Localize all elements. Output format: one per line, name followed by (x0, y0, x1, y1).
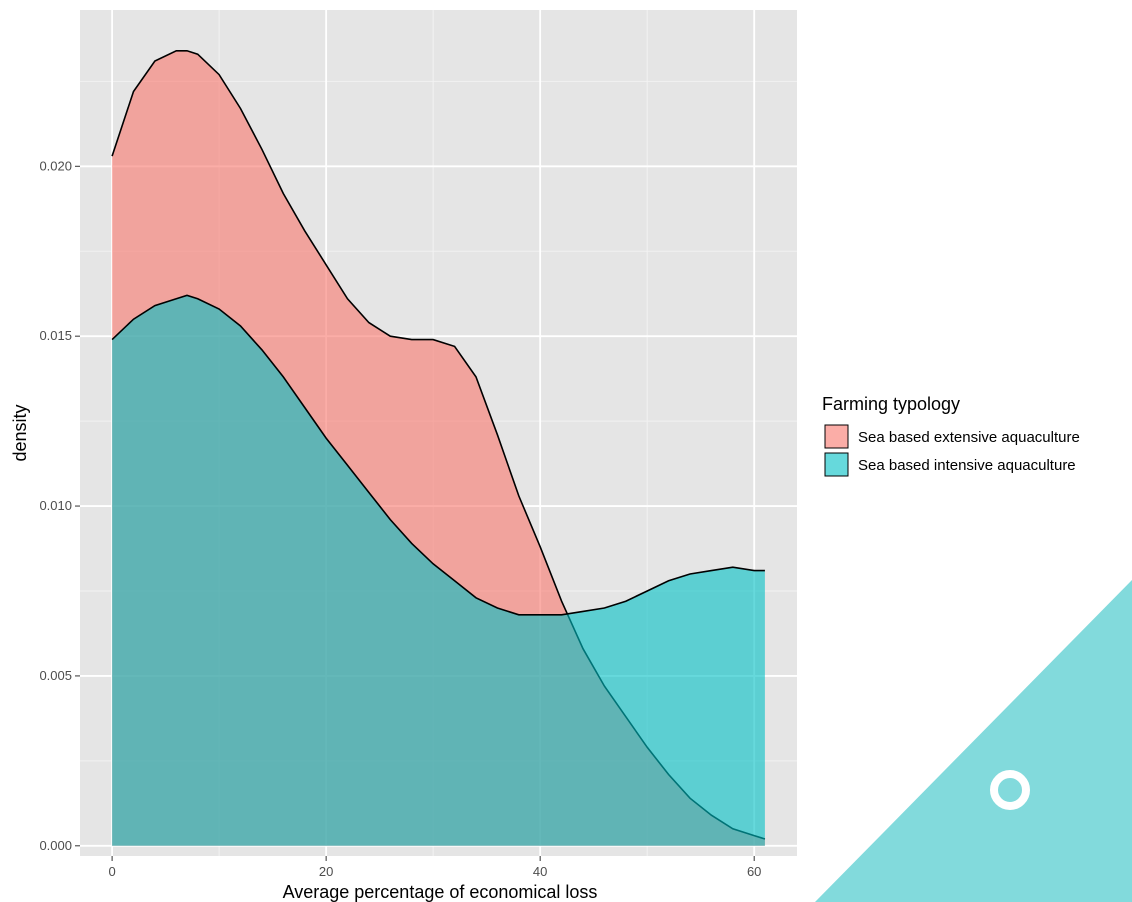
axis-ticks: 0 20 40 60 0.000 0.005 0.010 0.015 0.020 (39, 158, 761, 879)
y-axis-title: density (10, 404, 30, 461)
x-tick-label: 60 (747, 864, 761, 879)
x-tick-label: 0 (108, 864, 115, 879)
legend-key-intensive (824, 452, 849, 477)
y-tick-label: 0.020 (39, 158, 72, 173)
y-tick-label: 0.000 (39, 838, 72, 853)
legend-label-intensive: Sea based intensive aquaculture (858, 457, 1076, 474)
x-axis-title: Average percentage of economical loss (283, 882, 598, 902)
y-tick-label: 0.010 (39, 498, 72, 513)
y-tick-label: 0.005 (39, 668, 72, 683)
density-line-intensive (111, 294, 765, 616)
x-tick-label: 40 (533, 864, 547, 879)
x-tick-label: 20 (319, 864, 333, 879)
watermark-logo (815, 580, 1132, 902)
y-tick-label: 0.015 (39, 328, 72, 343)
legend-key-extensive (824, 424, 849, 449)
legend-label-extensive: Sea based extensive aquaculture (858, 429, 1080, 446)
density-area-intensive (112, 295, 765, 846)
legend-title: Farming typology (822, 394, 960, 414)
density-areas (111, 50, 766, 846)
legend: Farming typology Sea based extensive aqu… (822, 394, 1080, 477)
